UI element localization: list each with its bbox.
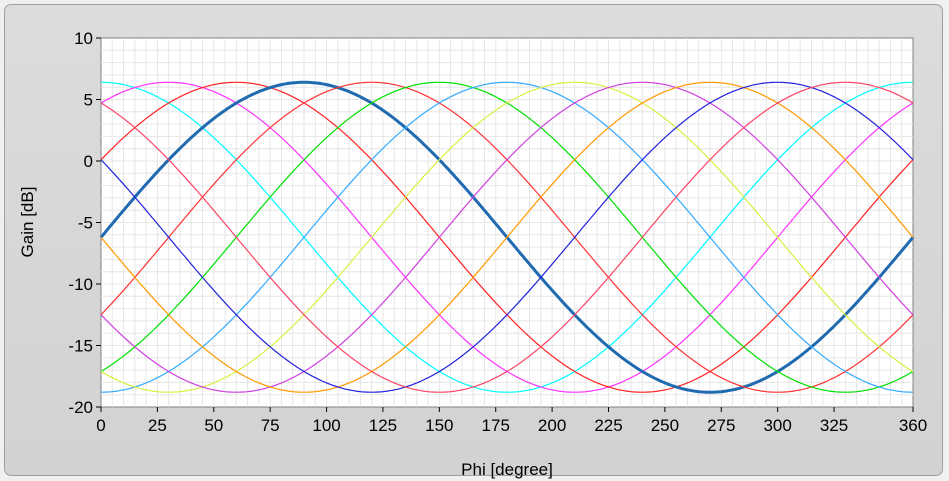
series-line-12 <box>100 81 914 393</box>
x-tick-label: 125 <box>369 416 397 435</box>
x-tick-label: 360 <box>899 416 927 435</box>
grid <box>101 38 913 407</box>
y-tick-label: 5 <box>84 91 93 110</box>
x-tick-label: 50 <box>204 416 223 435</box>
x-tick-label: 75 <box>261 416 280 435</box>
x-tick-label: 325 <box>820 416 848 435</box>
x-tick-label: 25 <box>148 416 167 435</box>
series-line-9 <box>100 81 914 393</box>
x-tick-label: 100 <box>312 416 340 435</box>
x-tick-label: 200 <box>538 416 566 435</box>
x-tick-label: 250 <box>651 416 679 435</box>
y-tick-label: -15 <box>68 337 93 356</box>
y-tick-label: 0 <box>84 152 93 171</box>
x-tick-label: 300 <box>763 416 791 435</box>
x-axis-label: Phi [degree] <box>461 460 553 479</box>
x-tick-label: 275 <box>707 416 735 435</box>
x-tick-label: 225 <box>594 416 622 435</box>
x-tick-label: 175 <box>482 416 510 435</box>
y-tick-label: -10 <box>68 275 93 294</box>
y-tick-label: -20 <box>68 398 93 417</box>
x-axis-ticks: 0 25 50 75 100 125 150 175 200 225 250 275 300 325 360 <box>96 407 927 435</box>
y-axis-label: Gain [dB] <box>18 187 37 258</box>
x-tick-label: 150 <box>425 416 453 435</box>
series-group <box>99 80 915 394</box>
y-tick-label: 10 <box>74 29 93 48</box>
y-tick-label: -5 <box>78 214 93 233</box>
x-tick-label: 0 <box>96 416 105 435</box>
series-line-11 <box>100 81 914 393</box>
y-axis-ticks: 10 5 0 -5 -10 -15 -20 <box>68 29 101 417</box>
